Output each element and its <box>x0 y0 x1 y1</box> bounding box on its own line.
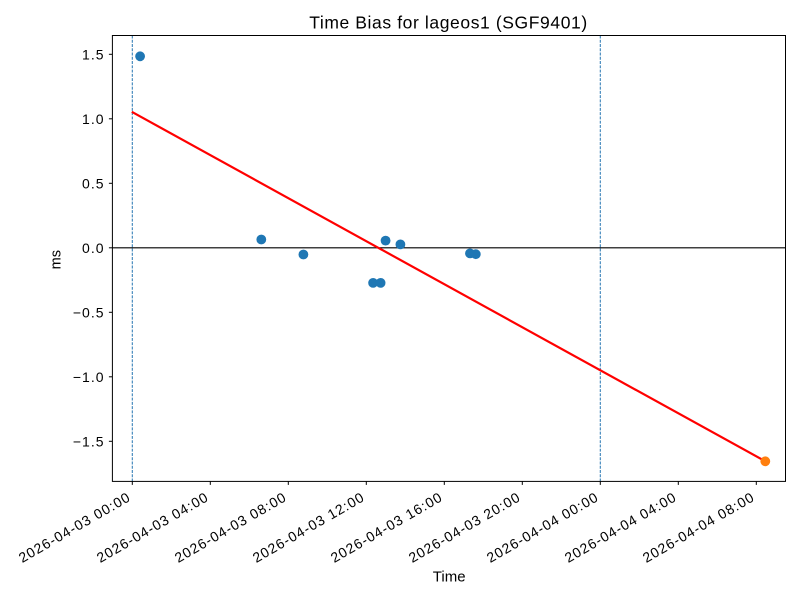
svg-text:0.5: 0.5 <box>82 175 104 191</box>
svg-text:1.5: 1.5 <box>82 46 104 62</box>
svg-text:−1.5: −1.5 <box>73 433 105 449</box>
svg-text:−0.5: −0.5 <box>73 304 105 320</box>
svg-text:0.0: 0.0 <box>82 240 104 256</box>
svg-text:Time: Time <box>433 568 466 585</box>
svg-text:1.0: 1.0 <box>82 111 104 127</box>
svg-text:ms: ms <box>48 250 64 269</box>
svg-text:Time Bias for lageos1 (SGF9401: Time Bias for lageos1 (SGF9401) <box>309 12 588 32</box>
svg-text:−1.0: −1.0 <box>73 369 105 385</box>
